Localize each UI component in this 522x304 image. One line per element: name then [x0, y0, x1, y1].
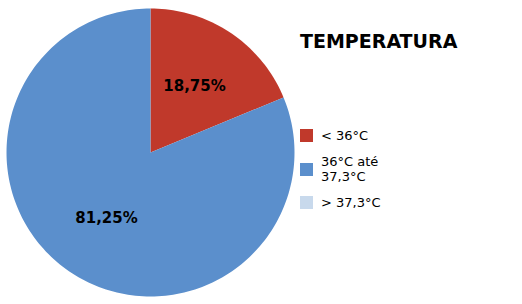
svg-text:81,25%: 81,25% — [75, 209, 137, 227]
html-text:36°C até 37,3°C: 36°C até 37,3°C — [321, 153, 379, 185]
svg-text:18,75%: 18,75% — [163, 77, 225, 95]
html-text:< 36°C: < 36°C — [321, 128, 369, 143]
html-text:TEMPERATURA: TEMPERATURA — [300, 30, 458, 52]
html-text:> 37,3°C: > 37,3°C — [321, 194, 381, 210]
